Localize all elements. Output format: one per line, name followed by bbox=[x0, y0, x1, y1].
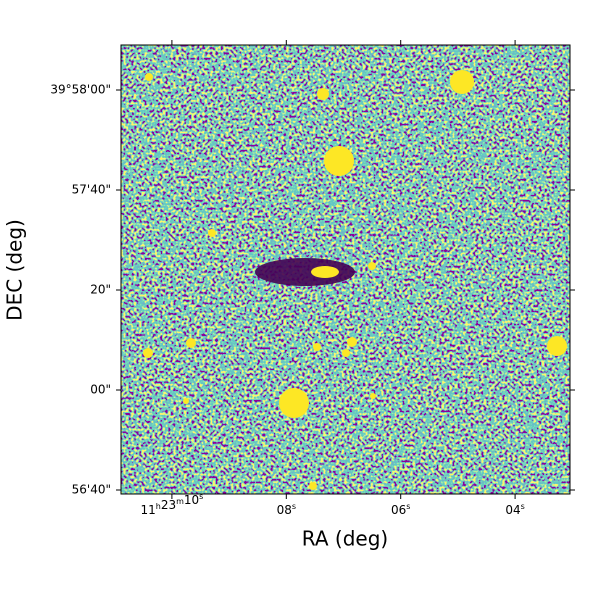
y-tick-label: 56'40" bbox=[72, 483, 111, 497]
image-area bbox=[121, 45, 570, 494]
y-tick-label: 20" bbox=[90, 282, 111, 296]
x-axis-title: RA (deg) bbox=[302, 527, 388, 551]
x-tick-label: 04s bbox=[505, 502, 524, 517]
y-axis-title: DEC (deg) bbox=[3, 219, 27, 321]
y-tick-label: 00" bbox=[90, 382, 111, 396]
x-tick-label: 06s bbox=[391, 502, 410, 517]
y-tick-label: 39°58'00" bbox=[50, 82, 111, 96]
stars bbox=[143, 70, 567, 490]
y-tick-label: 57'40" bbox=[72, 183, 111, 197]
galaxy-core bbox=[311, 266, 339, 278]
plot-frame bbox=[120, 44, 571, 495]
x-tick-label: 08s bbox=[277, 502, 296, 517]
x-tick-label: 11h23m10s bbox=[140, 492, 203, 517]
galaxy-shadow bbox=[255, 258, 355, 286]
